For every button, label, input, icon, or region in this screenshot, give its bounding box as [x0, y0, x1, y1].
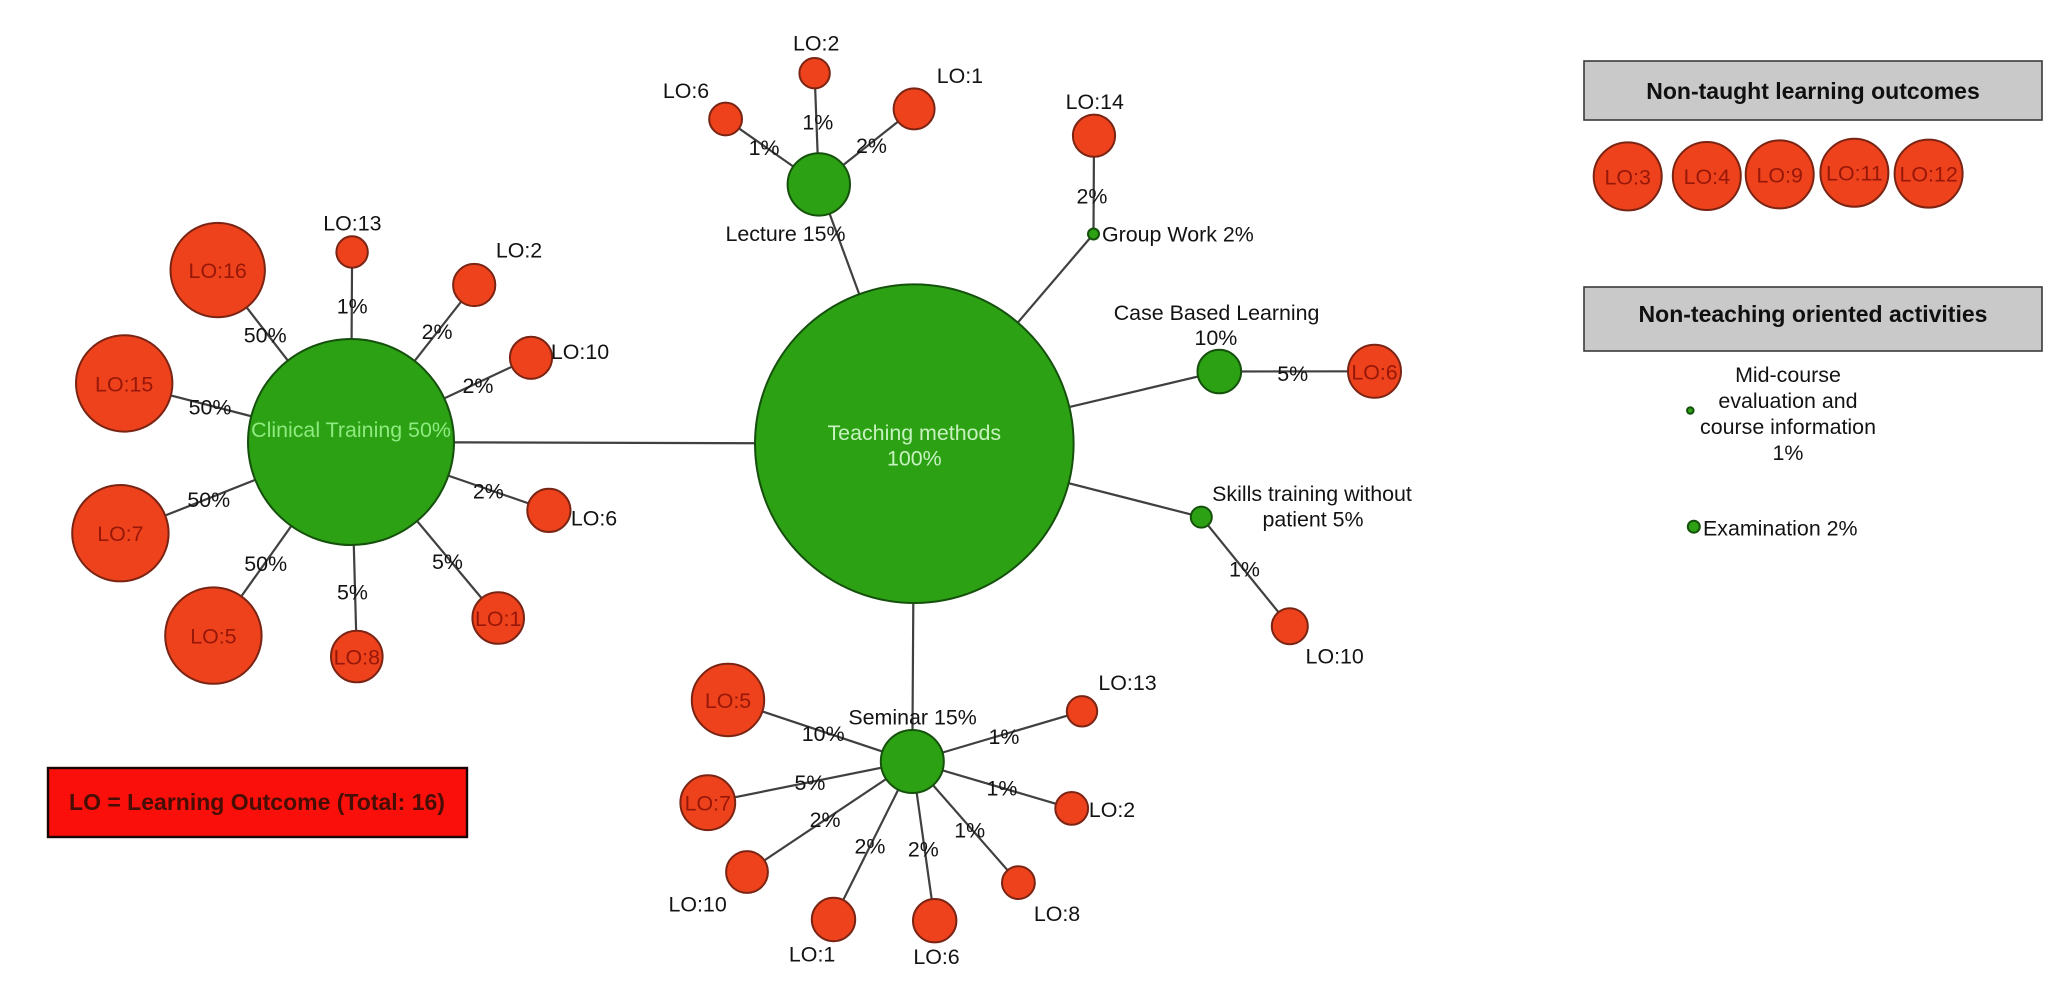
svg-text:2%: 2% [856, 134, 887, 158]
svg-text:LO:16: LO:16 [189, 259, 247, 283]
svg-text:Clinical Training 50%: Clinical Training 50% [251, 418, 451, 442]
svg-text:LO:5: LO:5 [705, 689, 751, 713]
svg-text:1%: 1% [337, 295, 368, 319]
svg-text:LO:7: LO:7 [97, 522, 143, 546]
svg-text:5%: 5% [432, 550, 463, 574]
svg-text:LO:5: LO:5 [190, 625, 236, 649]
svg-text:Non-taught learning outcomes: Non-taught learning outcomes [1646, 78, 1980, 104]
svg-text:LO:1: LO:1 [937, 64, 983, 88]
svg-text:1%: 1% [1229, 558, 1260, 582]
svg-text:LO:9: LO:9 [1757, 163, 1803, 187]
svg-text:LO:1: LO:1 [475, 607, 521, 631]
svg-text:10%: 10% [1194, 326, 1237, 350]
svg-text:Examination 2%: Examination 2% [1703, 516, 1858, 540]
svg-text:2%: 2% [462, 374, 493, 398]
svg-text:LO:15: LO:15 [95, 372, 153, 396]
svg-text:LO:13: LO:13 [1098, 671, 1156, 695]
svg-text:10%: 10% [802, 722, 845, 746]
svg-text:LO:6: LO:6 [1351, 360, 1397, 384]
svg-text:Group Work 2%: Group Work 2% [1102, 223, 1254, 247]
svg-text:LO:6: LO:6 [913, 945, 959, 969]
svg-text:LO = Learning Outcome (Total:: LO = Learning Outcome (Total: 16) [69, 789, 445, 815]
svg-text:1%: 1% [987, 777, 1018, 801]
svg-text:100%: 100% [887, 447, 942, 471]
svg-text:LO:13: LO:13 [323, 211, 381, 235]
svg-text:LO:14: LO:14 [1066, 90, 1124, 114]
svg-text:5%: 5% [337, 581, 368, 605]
svg-text:LO:2: LO:2 [496, 239, 542, 263]
svg-text:2%: 2% [422, 320, 453, 344]
svg-text:LO:12: LO:12 [1899, 163, 1957, 187]
svg-text:LO:7: LO:7 [685, 792, 731, 816]
svg-text:LO:8: LO:8 [1034, 902, 1080, 926]
svg-text:2%: 2% [473, 480, 504, 504]
svg-text:LO:10: LO:10 [1306, 645, 1364, 669]
svg-text:1%: 1% [1773, 441, 1804, 465]
svg-text:50%: 50% [244, 552, 287, 576]
svg-text:patient 5%: patient 5% [1262, 507, 1363, 531]
svg-text:LO:11: LO:11 [1826, 162, 1883, 186]
svg-text:1%: 1% [954, 818, 985, 842]
svg-text:LO:4: LO:4 [1684, 165, 1730, 189]
svg-text:Mid-course: Mid-course [1735, 363, 1841, 387]
svg-text:Non-teaching oriented activiti: Non-teaching oriented activities [1639, 301, 1988, 327]
svg-text:5%: 5% [794, 771, 825, 795]
svg-text:1%: 1% [749, 136, 780, 160]
svg-text:50%: 50% [244, 323, 287, 347]
svg-text:LO:10: LO:10 [668, 893, 726, 917]
svg-text:Lecture 15%: Lecture 15% [725, 222, 845, 246]
svg-text:evaluation and: evaluation and [1718, 389, 1857, 413]
svg-text:2%: 2% [855, 835, 886, 859]
svg-text:LO:3: LO:3 [1605, 165, 1651, 189]
svg-text:5%: 5% [1277, 362, 1308, 386]
svg-text:Teaching methods: Teaching methods [827, 421, 1001, 445]
svg-text:50%: 50% [189, 396, 232, 420]
svg-text:LO:2: LO:2 [793, 32, 839, 56]
svg-text:course information: course information [1700, 415, 1876, 439]
svg-text:2%: 2% [810, 808, 841, 832]
svg-text:Case Based Learning: Case Based Learning [1114, 301, 1320, 325]
svg-text:1%: 1% [802, 111, 833, 135]
svg-text:Skills training without: Skills training without [1212, 482, 1412, 506]
svg-text:Seminar 15%: Seminar 15% [848, 706, 976, 730]
svg-text:LO:6: LO:6 [663, 79, 709, 103]
svg-text:2%: 2% [908, 837, 939, 861]
svg-text:LO:10: LO:10 [551, 340, 609, 364]
svg-text:LO:2: LO:2 [1089, 798, 1135, 822]
svg-text:LO:8: LO:8 [334, 646, 380, 670]
svg-text:2%: 2% [1077, 185, 1108, 209]
svg-text:LO:1: LO:1 [789, 943, 835, 967]
svg-text:1%: 1% [989, 725, 1020, 749]
svg-text:50%: 50% [187, 488, 230, 512]
svg-text:LO:6: LO:6 [571, 507, 617, 531]
